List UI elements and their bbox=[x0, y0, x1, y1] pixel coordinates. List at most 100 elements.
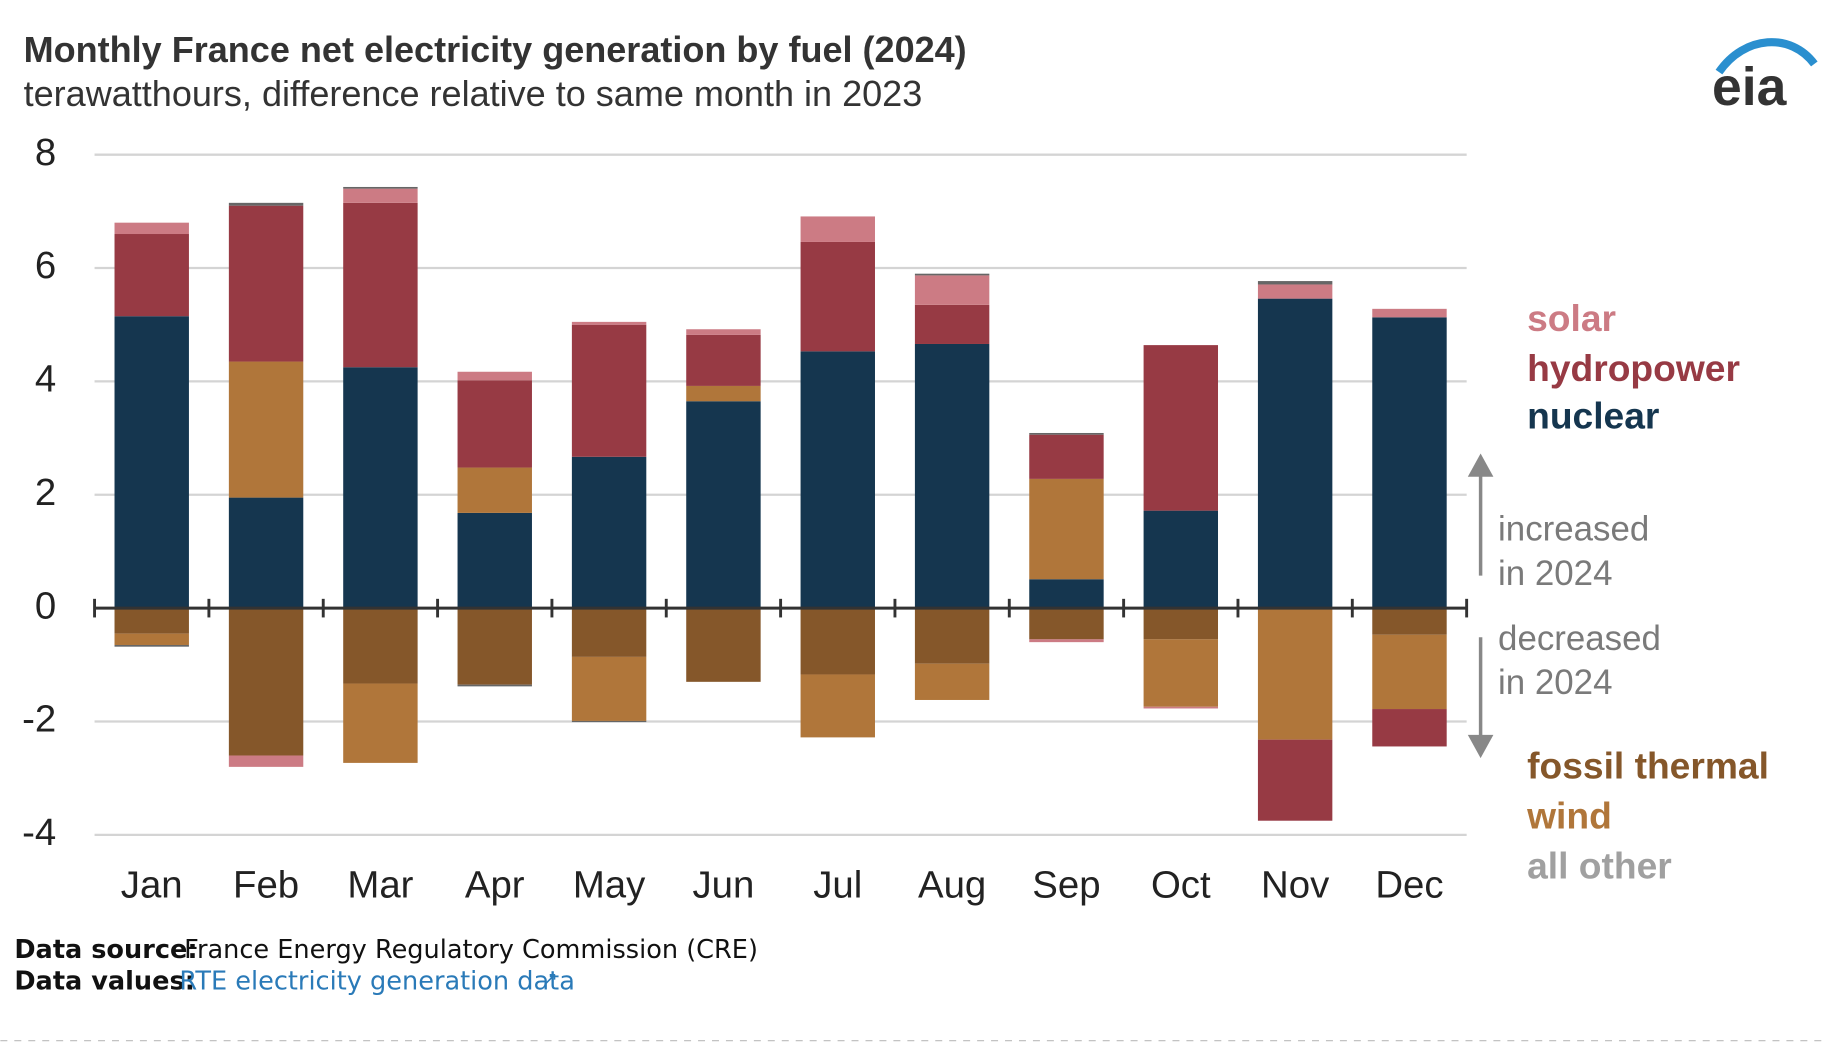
bar-segment bbox=[228, 205, 304, 362]
annotation: decreased bbox=[1498, 619, 1661, 658]
source-label: Data source: bbox=[14, 935, 197, 965]
legend-label: hydropower bbox=[1527, 347, 1740, 389]
bar-segment bbox=[1143, 639, 1219, 707]
bar-segment bbox=[228, 755, 304, 767]
bar-segment bbox=[1372, 634, 1447, 710]
bar-segment bbox=[800, 241, 875, 352]
x-tick-label: Dec bbox=[1375, 863, 1443, 906]
bar-segment bbox=[457, 512, 532, 609]
bar-segment bbox=[343, 202, 418, 368]
chart-title: Monthly France net electricity generatio… bbox=[24, 29, 967, 70]
bar-segment bbox=[457, 467, 532, 513]
bar-segment bbox=[114, 316, 189, 609]
x-tick-label: Jan bbox=[121, 863, 183, 906]
bar-segment bbox=[343, 683, 418, 763]
bar-segment bbox=[114, 608, 189, 634]
bar-segment bbox=[1372, 709, 1447, 747]
bar-segment bbox=[343, 188, 418, 203]
bar-segment bbox=[571, 321, 647, 325]
bar-segment bbox=[571, 324, 647, 457]
x-tick-label: Jul bbox=[813, 863, 862, 906]
bar-segment bbox=[228, 361, 304, 498]
bar-segment bbox=[1029, 608, 1104, 640]
bar-segment bbox=[1257, 739, 1333, 821]
bar-segment bbox=[686, 329, 761, 335]
bar-segment bbox=[914, 608, 990, 664]
bar-segment bbox=[114, 633, 189, 645]
chart-subtitle: terawatthours, difference relative to sa… bbox=[24, 73, 923, 114]
bar-segment bbox=[1257, 281, 1333, 285]
bar-segment bbox=[686, 401, 761, 609]
arrow-head bbox=[1467, 734, 1494, 759]
x-tick-label: Apr bbox=[465, 863, 525, 906]
bar-segment bbox=[571, 608, 647, 657]
legend-label: wind bbox=[1526, 794, 1612, 836]
annotation: in 2024 bbox=[1498, 554, 1612, 593]
bar-segment bbox=[686, 334, 761, 386]
bar-segment bbox=[457, 608, 532, 685]
bar-segment bbox=[1257, 608, 1333, 740]
bar-segment bbox=[800, 351, 875, 609]
bar-segment bbox=[686, 608, 761, 682]
bar-segment bbox=[914, 663, 990, 700]
legend-label: nuclear bbox=[1527, 394, 1659, 436]
x-tick-label: Jun bbox=[693, 863, 755, 906]
x-tick-label: Aug bbox=[918, 863, 986, 906]
bar-segment bbox=[914, 275, 990, 305]
bar-segment bbox=[1257, 298, 1333, 609]
values-link[interactable]: RTE electricity generation data bbox=[179, 967, 574, 997]
y-tick-label: 2 bbox=[35, 471, 56, 514]
arrow-head bbox=[1467, 453, 1494, 477]
bar-segment bbox=[1143, 345, 1219, 511]
bar-segment bbox=[228, 608, 304, 756]
bar-segment bbox=[114, 222, 189, 235]
bar-segment bbox=[1143, 608, 1219, 640]
legend-label: solar bbox=[1527, 297, 1616, 339]
annotation: increased bbox=[1498, 510, 1649, 549]
x-tick-label: Nov bbox=[1261, 863, 1330, 906]
x-tick-label: Feb bbox=[233, 863, 299, 906]
bar-segment bbox=[1029, 579, 1104, 609]
x-tick-label: Sep bbox=[1032, 863, 1100, 906]
bar-segment bbox=[571, 656, 647, 721]
bar-segment bbox=[1029, 434, 1104, 479]
bar-segment bbox=[114, 234, 189, 317]
bar-segment bbox=[1029, 639, 1104, 643]
bar-segment bbox=[114, 644, 189, 647]
bar-segment bbox=[571, 456, 647, 609]
bar-segment bbox=[800, 674, 875, 738]
legend-label: fossil thermal bbox=[1527, 744, 1769, 786]
bar-segment bbox=[914, 304, 990, 344]
y-tick-label: -4 bbox=[22, 811, 56, 854]
bar-segment bbox=[1029, 478, 1104, 580]
x-tick-label: May bbox=[573, 863, 646, 906]
y-tick-label: 6 bbox=[35, 244, 56, 287]
y-tick-label: 8 bbox=[35, 131, 56, 174]
x-tick-label: Oct bbox=[1151, 863, 1211, 906]
bar-segment bbox=[571, 720, 647, 723]
bar-segment bbox=[1257, 284, 1333, 299]
bar-segment bbox=[1372, 308, 1447, 318]
bar-segment bbox=[343, 186, 418, 189]
bar-segment bbox=[1372, 608, 1447, 635]
x-tick-label: Mar bbox=[347, 863, 413, 906]
bar-segment bbox=[457, 380, 532, 468]
bar-segment bbox=[1143, 510, 1219, 609]
logo-swoosh bbox=[1715, 38, 1818, 75]
bar-segment bbox=[800, 216, 875, 242]
link-icon: ↗ bbox=[542, 968, 558, 989]
bar-segment bbox=[457, 684, 532, 687]
bar-segment bbox=[457, 371, 532, 381]
bar-segment bbox=[914, 273, 990, 276]
bar-segment bbox=[914, 343, 990, 609]
bar-segment bbox=[1143, 706, 1219, 709]
y-tick-label: 4 bbox=[35, 358, 56, 401]
y-tick-label: 0 bbox=[35, 584, 56, 627]
logo: eia bbox=[1712, 58, 1788, 117]
bar-segment bbox=[1372, 317, 1447, 609]
y-tick-label: -2 bbox=[22, 698, 56, 741]
bar-segment bbox=[800, 608, 875, 675]
annotation: in 2024 bbox=[1498, 663, 1612, 702]
